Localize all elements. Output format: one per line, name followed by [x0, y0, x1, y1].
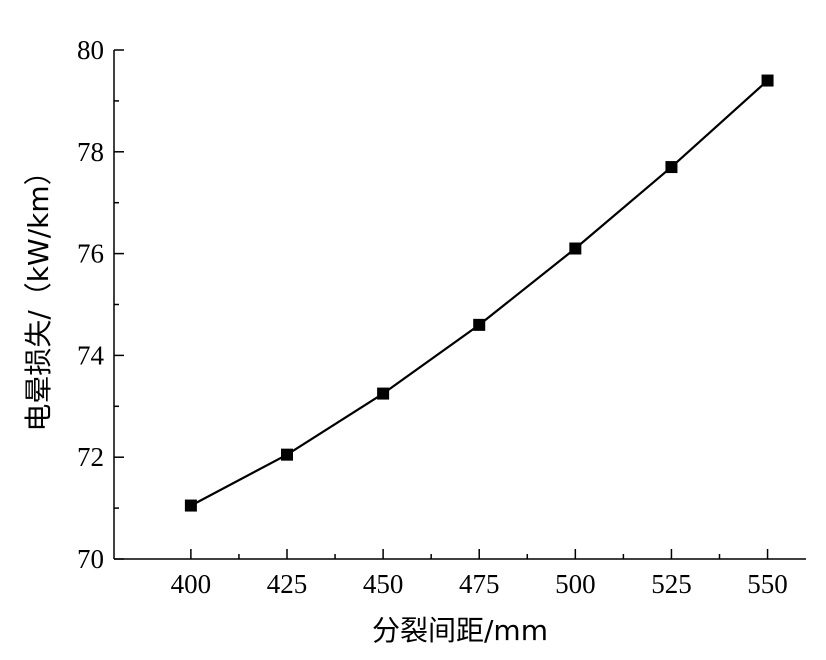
y-tick-label: 72: [77, 442, 104, 472]
x-axis-ticks: 400 425 450 475 500 525 550: [171, 549, 788, 599]
y-tick-label: 78: [77, 137, 104, 167]
x-tick-label: 425: [267, 569, 308, 599]
data-point-marker: [184, 499, 197, 512]
data-point-marker: [665, 161, 678, 174]
data-point-marker: [281, 448, 293, 461]
x-tick-label: 550: [747, 569, 788, 599]
series-line: [190, 79, 769, 507]
y-axis-title: 电晕损失/（kW/km）: [22, 157, 55, 431]
data-point-marker: [761, 74, 774, 87]
x-tick-label: 450: [363, 569, 404, 599]
x-axis-title: 分裂间距/mm: [372, 614, 548, 647]
data-point-marker: [569, 242, 582, 255]
data-point-marker: [473, 318, 486, 331]
y-tick-label: 70: [77, 544, 104, 574]
y-tick-label: 74: [77, 340, 105, 370]
data-point-marker: [377, 387, 390, 400]
x-tick-label: 400: [171, 569, 212, 599]
x-tick-label: 525: [651, 569, 692, 599]
y-tick-label: 76: [77, 239, 104, 269]
x-tick-label: 475: [459, 569, 500, 599]
x-tick-label: 500: [555, 569, 596, 599]
y-tick-label: 80: [77, 35, 104, 65]
axes: [113, 50, 806, 560]
series-layer: [184, 74, 774, 512]
y-axis-ticks: 70 72 74 76 78 80: [77, 35, 124, 574]
